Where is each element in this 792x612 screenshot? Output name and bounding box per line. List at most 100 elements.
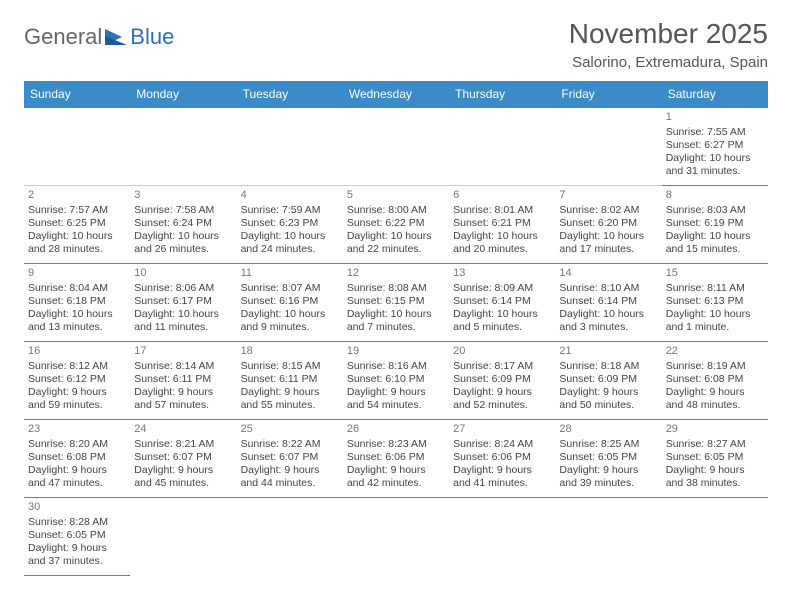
month-title: November 2025 — [569, 18, 768, 50]
sunrise-text: Sunrise: 8:03 AM — [666, 204, 764, 217]
daylight-text: Daylight: 10 hours and 26 minutes. — [134, 230, 232, 256]
calendar-day: 22Sunrise: 8:19 AMSunset: 6:08 PMDayligh… — [662, 342, 768, 420]
sunrise-text: Sunrise: 8:25 AM — [559, 438, 657, 451]
day-number: 1 — [666, 111, 764, 125]
day-number: 17 — [134, 345, 232, 359]
calendar-body: 1Sunrise: 7:55 AMSunset: 6:27 PMDaylight… — [24, 108, 768, 576]
calendar-day-empty — [237, 498, 343, 576]
sunrise-text: Sunrise: 8:16 AM — [347, 360, 445, 373]
sunset-text: Sunset: 6:06 PM — [453, 451, 551, 464]
sunrise-text: Sunrise: 7:55 AM — [666, 126, 764, 139]
calendar-day: 7Sunrise: 8:02 AMSunset: 6:20 PMDaylight… — [555, 186, 661, 264]
calendar-day: 10Sunrise: 8:06 AMSunset: 6:17 PMDayligh… — [130, 264, 236, 342]
sunset-text: Sunset: 6:09 PM — [559, 373, 657, 386]
sunset-text: Sunset: 6:19 PM — [666, 217, 764, 230]
sunset-text: Sunset: 6:15 PM — [347, 295, 445, 308]
header: General Blue November 2025 Salorino, Ext… — [24, 18, 768, 71]
sunset-text: Sunset: 6:21 PM — [453, 217, 551, 230]
flag-icon — [104, 28, 128, 46]
day-number: 5 — [347, 189, 445, 203]
daylight-text: Daylight: 10 hours and 22 minutes. — [347, 230, 445, 256]
daylight-text: Daylight: 9 hours and 59 minutes. — [28, 386, 126, 412]
daylight-text: Daylight: 10 hours and 13 minutes. — [28, 308, 126, 334]
calendar-day: 24Sunrise: 8:21 AMSunset: 6:07 PMDayligh… — [130, 420, 236, 498]
daylight-text: Daylight: 9 hours and 39 minutes. — [559, 464, 657, 490]
day-number: 24 — [134, 423, 232, 437]
sunset-text: Sunset: 6:06 PM — [347, 451, 445, 464]
sunset-text: Sunset: 6:14 PM — [453, 295, 551, 308]
calendar-day: 21Sunrise: 8:18 AMSunset: 6:09 PMDayligh… — [555, 342, 661, 420]
calendar-header-row: SundayMondayTuesdayWednesdayThursdayFrid… — [24, 81, 768, 108]
sunrise-text: Sunrise: 8:02 AM — [559, 204, 657, 217]
day-number: 6 — [453, 189, 551, 203]
calendar-day: 2Sunrise: 7:57 AMSunset: 6:25 PMDaylight… — [24, 186, 130, 264]
daylight-text: Daylight: 9 hours and 41 minutes. — [453, 464, 551, 490]
sunrise-text: Sunrise: 7:59 AM — [241, 204, 339, 217]
sunrise-text: Sunrise: 8:22 AM — [241, 438, 339, 451]
daylight-text: Daylight: 9 hours and 55 minutes. — [241, 386, 339, 412]
daylight-text: Daylight: 9 hours and 37 minutes. — [28, 542, 126, 568]
day-number: 3 — [134, 189, 232, 203]
day-header: Thursday — [449, 81, 555, 108]
daylight-text: Daylight: 9 hours and 48 minutes. — [666, 386, 764, 412]
sunset-text: Sunset: 6:07 PM — [241, 451, 339, 464]
daylight-text: Daylight: 9 hours and 57 minutes. — [134, 386, 232, 412]
sunset-text: Sunset: 6:09 PM — [453, 373, 551, 386]
sunrise-text: Sunrise: 7:58 AM — [134, 204, 232, 217]
day-number: 27 — [453, 423, 551, 437]
sunrise-text: Sunrise: 8:07 AM — [241, 282, 339, 295]
daylight-text: Daylight: 10 hours and 9 minutes. — [241, 308, 339, 334]
daylight-text: Daylight: 10 hours and 1 minute. — [666, 308, 764, 334]
daylight-text: Daylight: 10 hours and 20 minutes. — [453, 230, 551, 256]
calendar-day: 30Sunrise: 8:28 AMSunset: 6:05 PMDayligh… — [24, 498, 130, 576]
sunrise-text: Sunrise: 8:00 AM — [347, 204, 445, 217]
day-number: 7 — [559, 189, 657, 203]
daylight-text: Daylight: 10 hours and 15 minutes. — [666, 230, 764, 256]
calendar-day-empty — [237, 108, 343, 186]
day-number: 21 — [559, 345, 657, 359]
day-number: 30 — [28, 501, 126, 515]
day-number: 23 — [28, 423, 126, 437]
calendar-day: 3Sunrise: 7:58 AMSunset: 6:24 PMDaylight… — [130, 186, 236, 264]
daylight-text: Daylight: 10 hours and 11 minutes. — [134, 308, 232, 334]
calendar-day: 27Sunrise: 8:24 AMSunset: 6:06 PMDayligh… — [449, 420, 555, 498]
day-header: Tuesday — [237, 81, 343, 108]
day-number: 15 — [666, 267, 764, 281]
day-header: Wednesday — [343, 81, 449, 108]
calendar-day-empty — [343, 108, 449, 186]
day-number: 9 — [28, 267, 126, 281]
sunset-text: Sunset: 6:12 PM — [28, 373, 126, 386]
logo-text-general: General — [24, 24, 102, 50]
sunrise-text: Sunrise: 8:17 AM — [453, 360, 551, 373]
calendar-day: 14Sunrise: 8:10 AMSunset: 6:14 PMDayligh… — [555, 264, 661, 342]
sunrise-text: Sunrise: 8:14 AM — [134, 360, 232, 373]
calendar-day-empty — [555, 498, 661, 576]
day-number: 12 — [347, 267, 445, 281]
sunset-text: Sunset: 6:23 PM — [241, 217, 339, 230]
sunset-text: Sunset: 6:11 PM — [134, 373, 232, 386]
calendar-day: 9Sunrise: 8:04 AMSunset: 6:18 PMDaylight… — [24, 264, 130, 342]
calendar-day: 28Sunrise: 8:25 AMSunset: 6:05 PMDayligh… — [555, 420, 661, 498]
calendar-day: 29Sunrise: 8:27 AMSunset: 6:05 PMDayligh… — [662, 420, 768, 498]
location: Salorino, Extremadura, Spain — [569, 54, 768, 71]
calendar-day: 18Sunrise: 8:15 AMSunset: 6:11 PMDayligh… — [237, 342, 343, 420]
sunrise-text: Sunrise: 8:06 AM — [134, 282, 232, 295]
calendar-day: 5Sunrise: 8:00 AMSunset: 6:22 PMDaylight… — [343, 186, 449, 264]
calendar-table: SundayMondayTuesdayWednesdayThursdayFrid… — [24, 81, 768, 576]
calendar-week: 23Sunrise: 8:20 AMSunset: 6:08 PMDayligh… — [24, 420, 768, 498]
sunrise-text: Sunrise: 8:23 AM — [347, 438, 445, 451]
calendar-day: 15Sunrise: 8:11 AMSunset: 6:13 PMDayligh… — [662, 264, 768, 342]
day-number: 13 — [453, 267, 551, 281]
calendar-week: 16Sunrise: 8:12 AMSunset: 6:12 PMDayligh… — [24, 342, 768, 420]
day-number: 25 — [241, 423, 339, 437]
sunrise-text: Sunrise: 8:09 AM — [453, 282, 551, 295]
calendar-day-empty — [24, 108, 130, 186]
calendar-day-empty — [555, 108, 661, 186]
daylight-text: Daylight: 10 hours and 31 minutes. — [666, 152, 764, 178]
daylight-text: Daylight: 9 hours and 52 minutes. — [453, 386, 551, 412]
daylight-text: Daylight: 10 hours and 7 minutes. — [347, 308, 445, 334]
sunrise-text: Sunrise: 8:10 AM — [559, 282, 657, 295]
calendar-week: 9Sunrise: 8:04 AMSunset: 6:18 PMDaylight… — [24, 264, 768, 342]
day-header: Friday — [555, 81, 661, 108]
sunrise-text: Sunrise: 8:15 AM — [241, 360, 339, 373]
